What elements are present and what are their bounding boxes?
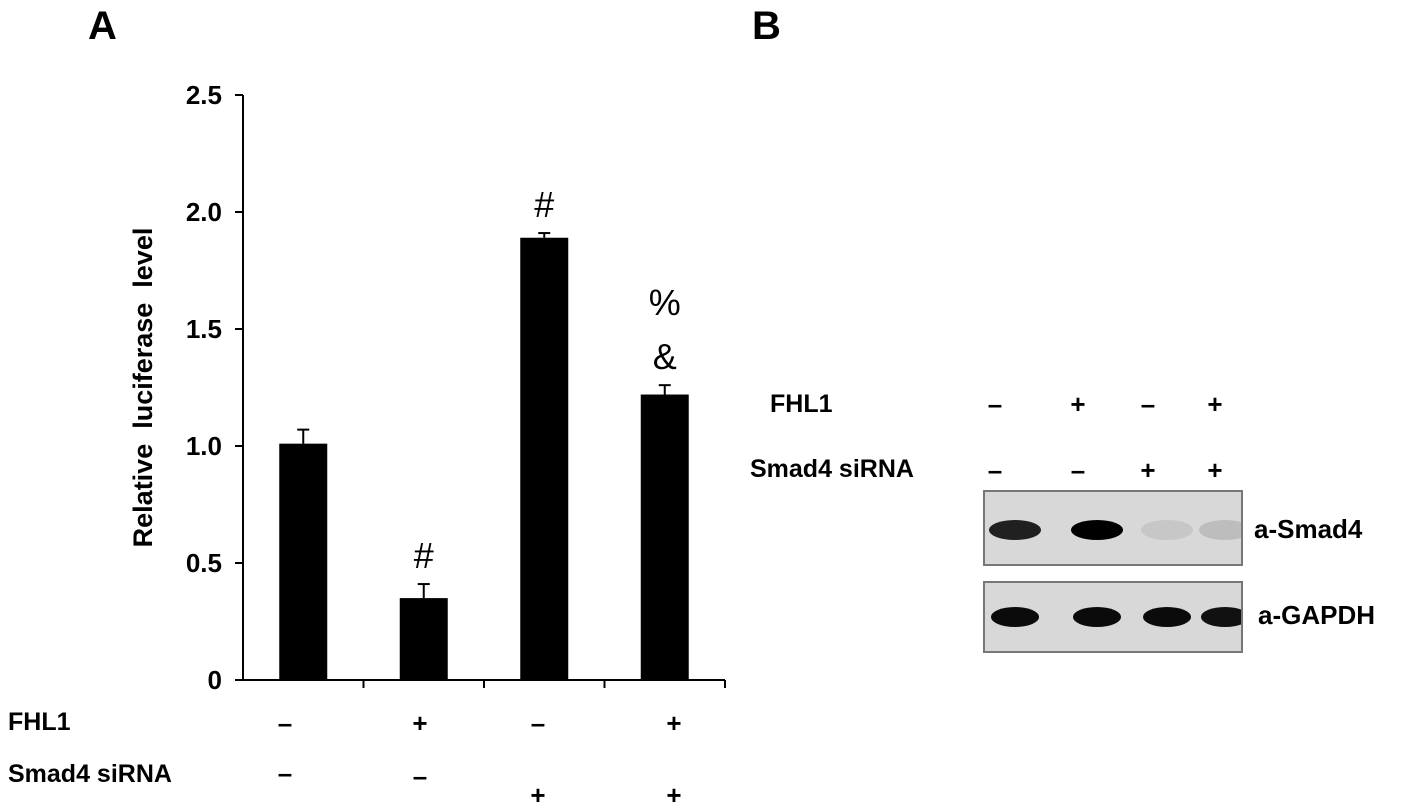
blot-band	[1201, 607, 1241, 627]
bar	[520, 237, 569, 681]
y-axis-label: Relative luciferase level	[128, 228, 158, 548]
blot-strip-gapdh	[983, 581, 1243, 653]
blot-smad4-sign: +	[1140, 455, 1156, 485]
blot-row-label-gapdh: a-GAPDH	[1258, 600, 1376, 630]
chart-fhl1-sign: –	[277, 708, 293, 738]
significance-mark: %	[649, 282, 681, 323]
panel-b-letter: B	[752, 4, 781, 48]
blot-band	[1073, 607, 1121, 627]
significance-mark: #	[534, 184, 554, 225]
y-tick-label: 1.5	[186, 314, 222, 344]
chart-fhl1-sign: +	[666, 708, 682, 738]
y-tick-label: 1.0	[186, 431, 222, 461]
significance-mark: &	[653, 336, 677, 377]
chart-smad4-sign: +	[666, 780, 682, 810]
blot-condition-label-smad4: Smad4 siRNA	[750, 455, 914, 483]
blot-condition-label-fhl1: FHL1	[770, 390, 833, 418]
chart-smad4-sign: +	[530, 780, 546, 810]
blot-fhl1-sign: +	[1070, 389, 1086, 419]
chart-condition-label-fhl1: FHL1	[8, 708, 71, 736]
significance-mark: #	[414, 535, 434, 576]
blot-band	[991, 607, 1039, 627]
bar	[399, 598, 448, 680]
blot-band	[989, 520, 1041, 540]
bar-chart: 0 0.5 1.0 1.5 2.0 2.5 Relative luciferase leve…	[128, 80, 726, 695]
chart-condition-label-smad4: Smad4 siRNA	[8, 760, 172, 788]
blot-row-label-smad4: a-Smad4	[1254, 514, 1363, 544]
y-tick-label: 0	[208, 665, 222, 695]
blot-smad4-sign: –	[987, 455, 1003, 485]
blot-fhl1-sign: –	[987, 389, 1003, 419]
y-tick-label: 0.5	[186, 548, 222, 578]
y-tick-label: 2.0	[186, 197, 222, 227]
blot-band	[1141, 520, 1193, 540]
blot-strip-smad4	[983, 490, 1243, 566]
blot-fhl1-sign: –	[1140, 389, 1156, 419]
chart-smad4-sign: –	[277, 758, 293, 788]
chart-smad4-sign: –	[412, 761, 428, 791]
blot-smad4-sign: –	[1070, 455, 1086, 485]
blot-band	[1071, 520, 1123, 540]
bar	[640, 394, 689, 680]
blot-smad4-sign: +	[1207, 455, 1223, 485]
y-tick-label: 2.5	[186, 80, 222, 110]
blot-band	[1143, 607, 1191, 627]
blot-band	[1199, 520, 1241, 540]
blot-fhl1-sign: +	[1207, 389, 1223, 419]
bar	[279, 443, 328, 680]
panel-a-letter: A	[88, 4, 117, 48]
chart-fhl1-sign: +	[412, 708, 428, 738]
chart-fhl1-sign: –	[530, 708, 546, 738]
